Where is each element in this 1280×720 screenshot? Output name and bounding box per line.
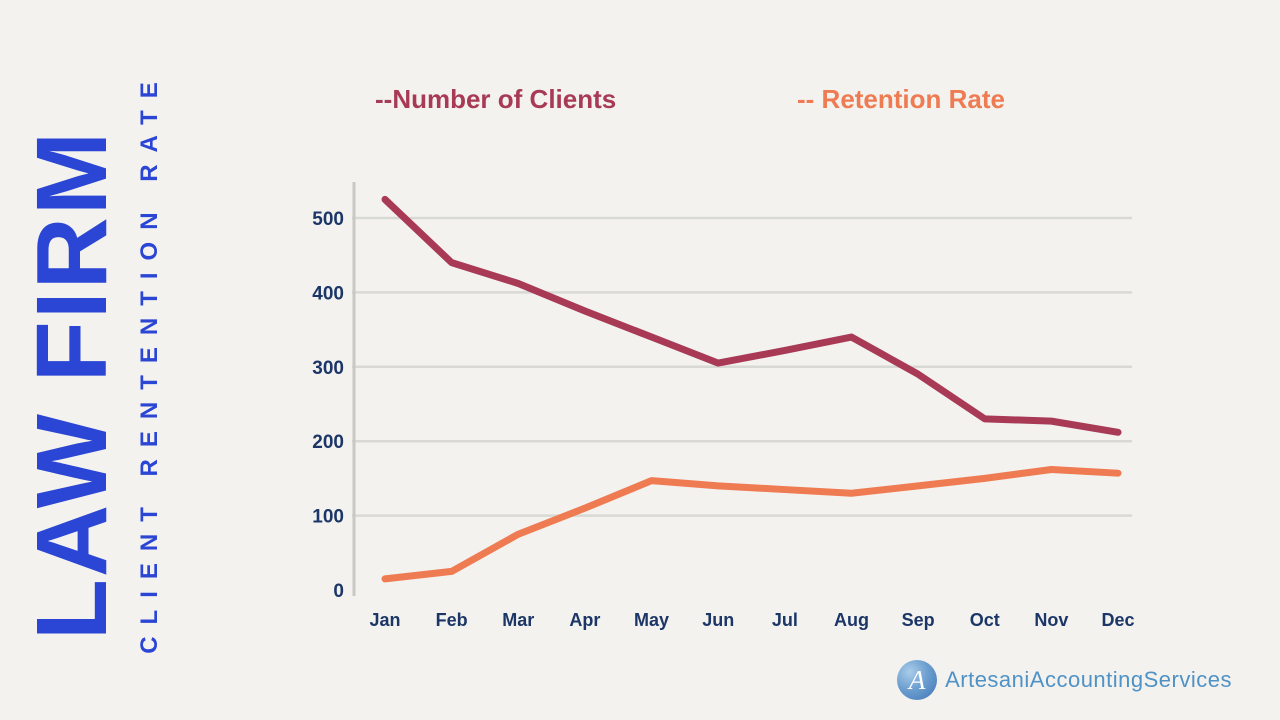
- series-line-retention-rate: [381, 465, 1122, 583]
- y-axis-label-0: 0: [333, 581, 344, 602]
- x-axis-label-jan: Jan: [369, 610, 400, 630]
- chart-legend: --Number of Clients -- Retention Rate: [0, 84, 1280, 120]
- y-axis-label-300: 300: [312, 358, 344, 379]
- legend-number-of-clients: --Number of Clients: [375, 84, 617, 114]
- y-axis-label-500: 500: [312, 209, 344, 230]
- x-axis-label-aug: Aug: [834, 610, 869, 630]
- page-title: LAW FIRM: [16, 129, 128, 641]
- x-axis-label-jun: Jun: [702, 610, 734, 630]
- y-axis-label-100: 100: [312, 507, 344, 528]
- y-axis-label-400: 400: [312, 283, 344, 304]
- series-line-number-of-clients: [381, 195, 1122, 436]
- brand-footer: A ArtesaniAccountingServices: [897, 658, 1232, 702]
- legend-retention-rate: -- Retention Rate: [797, 84, 1005, 114]
- x-axis-label-dec: Dec: [1102, 610, 1135, 630]
- x-axis-label-feb: Feb: [436, 610, 468, 630]
- brand-logo-icon: A: [897, 660, 938, 700]
- x-axis-label-nov: Nov: [1034, 610, 1068, 630]
- brand-name: ArtesaniAccountingServices: [945, 667, 1232, 692]
- x-axis-label-jul: Jul: [772, 610, 798, 630]
- y-axis-label-200: 200: [312, 432, 344, 453]
- line-chart-svg: 0 100 200 300 400 500 Jan Feb Mar Apr May Jun Jul Aug…: [312, 182, 1135, 630]
- x-axis-label-sep: Sep: [902, 610, 935, 630]
- x-axis-label-oct: Oct: [970, 610, 1000, 630]
- x-axis-label-apr: Apr: [569, 610, 600, 630]
- line-chart: 0 100 200 300 400 500 Jan Feb Mar Apr May Jun Jul Aug…: [300, 170, 1160, 650]
- x-axis-label-may: May: [634, 610, 669, 630]
- brand-logo-letter: A: [908, 665, 926, 695]
- x-axis-label-mar: Mar: [502, 610, 534, 630]
